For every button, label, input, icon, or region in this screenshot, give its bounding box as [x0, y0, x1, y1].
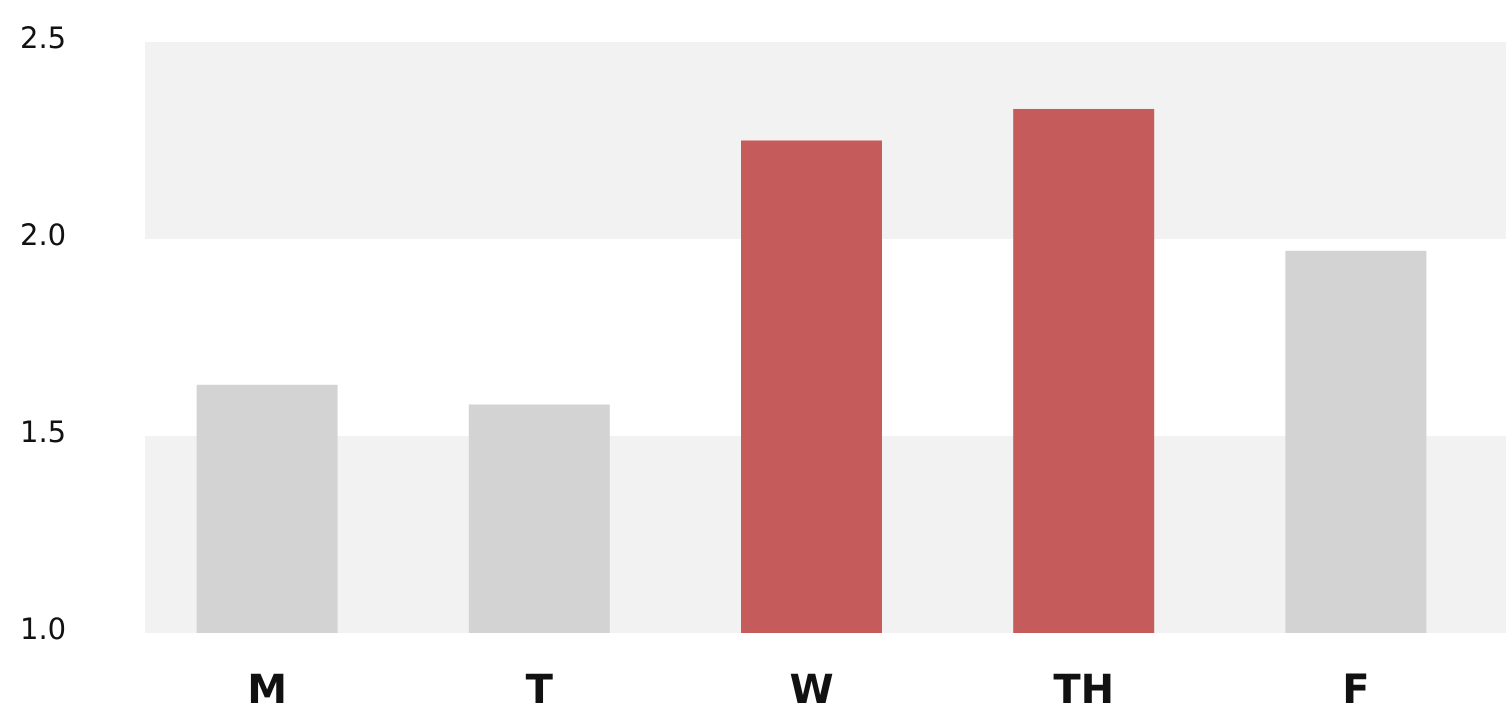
y-tick-label: 2.0	[20, 218, 66, 252]
x-category-label: F	[1342, 667, 1369, 713]
x-category-label: W	[789, 667, 833, 713]
bar-m	[196, 384, 338, 633]
y-axis-ticks: 1.0 1.5 2.0 2.5	[20, 21, 66, 646]
bar-th	[1013, 108, 1155, 634]
x-category-label: T	[526, 667, 554, 713]
bar-w	[741, 140, 882, 633]
x-category-label: TH	[1053, 667, 1114, 713]
y-tick-label: 2.5	[20, 21, 66, 55]
y-tick-label: 1.0	[20, 612, 66, 646]
x-axis-labels: M T W TH F	[247, 667, 1369, 713]
x-category-label: M	[247, 667, 287, 713]
y-tick-label: 1.5	[20, 415, 66, 449]
bar-series	[196, 108, 1427, 634]
bar-t	[468, 404, 610, 633]
bar-f	[1285, 250, 1427, 633]
